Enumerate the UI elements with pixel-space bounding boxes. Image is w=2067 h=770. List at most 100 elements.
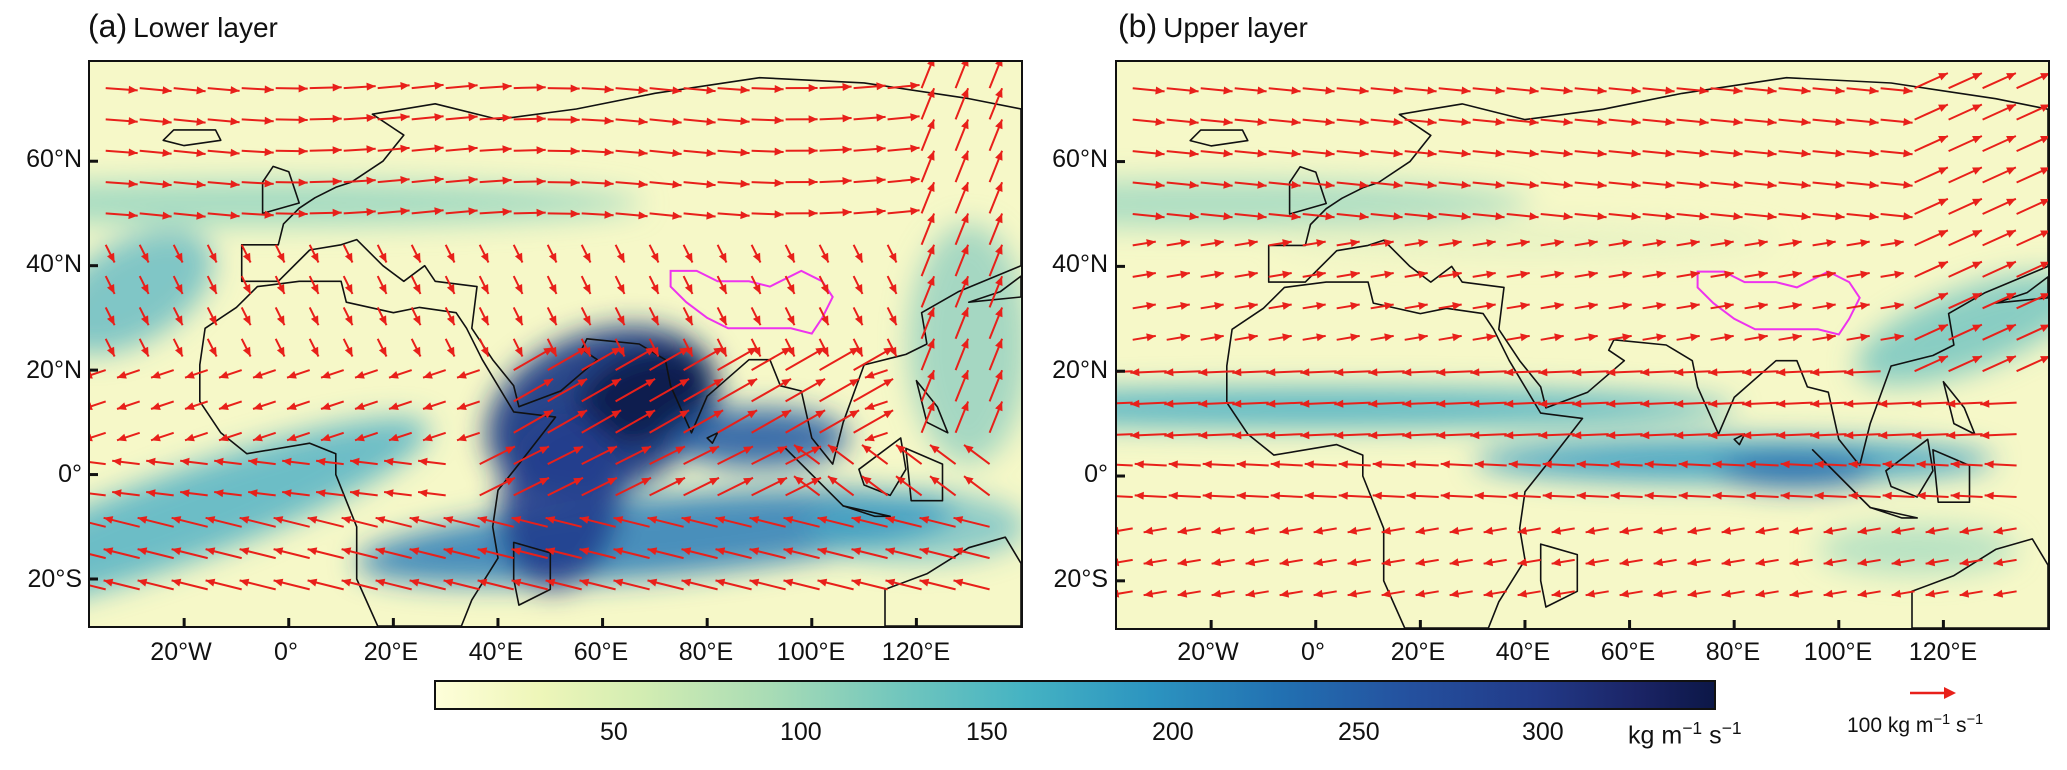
java-coastline <box>1869 506 1918 519</box>
flux-vector-head <box>209 315 217 326</box>
flux-vector-head <box>1733 149 1743 158</box>
flux-vector-head <box>1687 558 1698 567</box>
flux-vector-head <box>910 81 920 90</box>
flux-vector-head <box>808 178 818 186</box>
flux-vector-head <box>1304 491 1314 500</box>
flux-vector-head <box>1248 239 1258 247</box>
flux-vector-head <box>1270 460 1280 469</box>
flux-vector-head <box>1674 431 1684 440</box>
sri-lanka-coastline <box>706 432 719 444</box>
flux-vector-head <box>953 578 964 587</box>
flux-vector-head <box>961 307 969 318</box>
flux-vector-head <box>1903 149 1913 158</box>
flux-vector-head <box>264 116 274 125</box>
flux-vector-head <box>1938 136 1948 144</box>
flux-vector-head <box>650 284 659 294</box>
flux-vector-head <box>927 119 935 130</box>
flux-vector-head <box>1801 118 1811 126</box>
flux-vector-head <box>1214 302 1224 310</box>
flux-vector-head <box>146 489 156 498</box>
flux-vector-head <box>107 252 115 263</box>
flux-vector-head <box>876 145 886 153</box>
flux-vector-head <box>1334 399 1344 408</box>
panel-b-lon-120e: 120°E <box>1908 638 1978 666</box>
flux-vector-head <box>1146 239 1156 247</box>
flux-vector-head <box>1826 239 1836 247</box>
flux-vector-head <box>1814 491 1824 500</box>
flux-vector-head <box>1776 368 1786 377</box>
flux-vector-head <box>1180 333 1190 342</box>
flux-vector-head <box>1223 118 1233 126</box>
flux-vector-head <box>230 86 240 95</box>
flux-vector-shaft <box>90 521 106 528</box>
flux-vector-head <box>423 402 433 410</box>
java-coastline <box>842 505 891 518</box>
flux-vector-head <box>107 284 115 294</box>
flux-vector-head <box>684 315 693 326</box>
flux-vector-head <box>645 410 656 419</box>
flux-vector-head <box>1678 460 1688 469</box>
eurasia-coastline <box>240 76 1021 465</box>
flux-vector-head <box>638 211 648 220</box>
flux-vector-head <box>1529 118 1539 126</box>
flux-vector-head <box>709 446 719 454</box>
flux-vector-head <box>1436 431 1446 440</box>
flux-vector-head <box>1300 368 1310 377</box>
flux-vector-head <box>995 370 1003 380</box>
flux-vector-head <box>511 547 522 556</box>
flux-vector-head <box>854 346 863 357</box>
flux-vector-head <box>786 252 795 263</box>
flux-vector-head <box>1449 589 1460 598</box>
flux-vector-head <box>151 433 161 442</box>
flux-vector-head <box>1452 270 1462 279</box>
flux-vector-head <box>2006 198 2016 207</box>
panel-b-lat-20s: 20°S <box>1053 565 1108 593</box>
flux-vector-head <box>740 179 750 188</box>
flux-vector-head <box>412 315 421 326</box>
flux-vector-head <box>1427 180 1437 189</box>
flux-vector-head <box>1313 558 1324 567</box>
flux-vector-head <box>1223 149 1233 158</box>
flux-vector-head <box>400 207 410 216</box>
flux-vector-head <box>927 213 935 224</box>
flux-vector-head <box>1891 589 1902 598</box>
flux-vector-head <box>1440 491 1450 500</box>
flux-vector-head <box>446 315 455 326</box>
flux-vector-head <box>400 176 410 184</box>
flux-vector-head <box>1495 149 1505 158</box>
flux-vector-head <box>307 516 318 524</box>
flux-vector-head <box>1972 136 1982 144</box>
flux-vector-head <box>1767 118 1777 126</box>
flux-vector-head <box>1517 558 1528 567</box>
flux-vector-head <box>1350 270 1360 279</box>
flux-vector-head <box>842 145 852 154</box>
flux-vector-head <box>141 284 149 294</box>
flux-vector-head <box>1826 333 1836 342</box>
flux-vector-head <box>862 476 872 485</box>
flux-vector-head <box>1708 368 1718 377</box>
flux-vector-head <box>672 180 682 189</box>
flux-vector-head <box>196 117 206 126</box>
flux-vector-head <box>209 252 217 263</box>
flux-vector-head <box>468 144 478 153</box>
flux-vector-head <box>141 252 149 263</box>
eurasia-coastline <box>1267 76 2048 467</box>
flux-vector-shaft <box>1117 558 1133 564</box>
flux-vector-head <box>919 516 930 524</box>
flux-vector-head <box>681 516 692 524</box>
flux-vector-head <box>638 86 648 95</box>
flux-vector-head <box>2006 73 2016 81</box>
flux-vector-head <box>1810 431 1820 440</box>
flux-vector-head <box>927 62 935 67</box>
flux-vector-head <box>1789 589 1800 598</box>
flux-vector-head <box>740 211 750 220</box>
flux-vector-head <box>366 208 376 216</box>
flux-vector-head <box>137 578 148 587</box>
flux-vector-head <box>1266 368 1276 377</box>
flux-vector-head <box>815 378 826 387</box>
flux-vector-head <box>1189 149 1199 158</box>
flux-vector-head <box>1134 491 1144 500</box>
panel-b-lon-20e: 20°E <box>1390 638 1446 666</box>
flux-vector-head <box>1542 491 1552 500</box>
flux-vector-head <box>888 346 897 357</box>
